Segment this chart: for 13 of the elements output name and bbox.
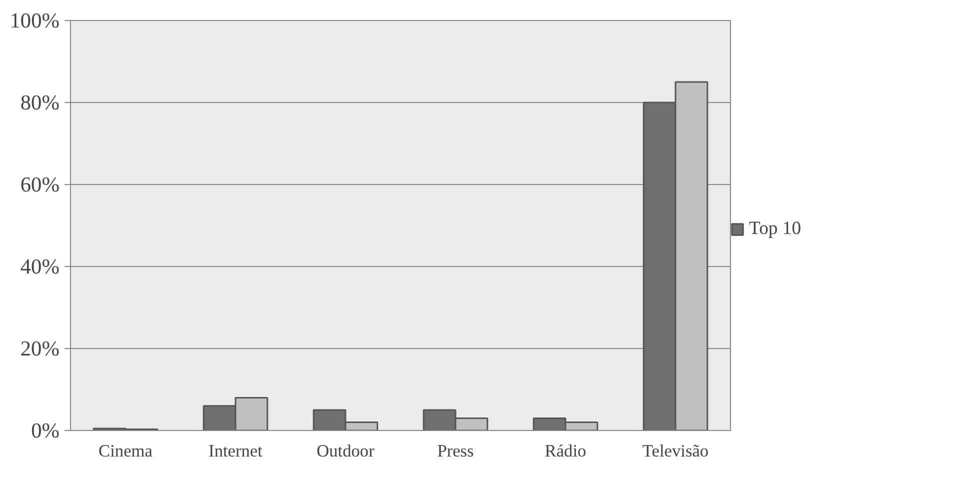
x-tick-label: Outdoor bbox=[316, 442, 375, 460]
x-tick-label: Press bbox=[437, 442, 474, 460]
x-tick-label: Rádio bbox=[544, 442, 586, 460]
legend-label: Top 10 bbox=[749, 218, 802, 240]
y-tick-label: 20% bbox=[20, 336, 60, 360]
y-tick-label: 80% bbox=[20, 90, 60, 114]
x-tick-label: Cinema bbox=[98, 442, 153, 460]
x-tick-label: Internet bbox=[208, 442, 263, 460]
y-tick-label: 0% bbox=[31, 418, 60, 442]
y-tick-label: 60% bbox=[20, 172, 60, 196]
y-tick-label: 100% bbox=[10, 8, 60, 32]
y-tick-label: 40% bbox=[20, 254, 60, 278]
x-tick-label: Televisão bbox=[642, 442, 709, 460]
